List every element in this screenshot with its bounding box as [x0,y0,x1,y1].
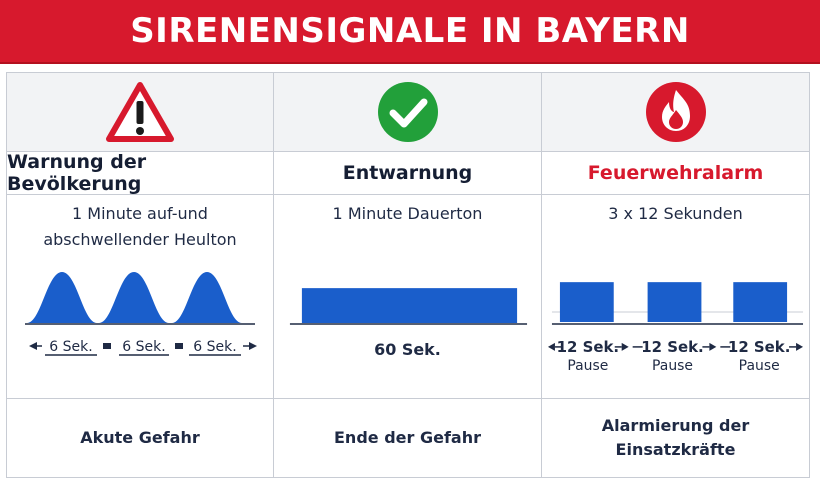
wave-hump [27,272,97,323]
column-fire-alarm: Feuerwehralarm 3 x 12 Sekunden 12 Sek. 1… [541,73,809,477]
icon-cell [7,73,273,151]
tone-block [559,282,614,323]
pause-label: Pause [739,358,780,374]
signal-table: Warnung der Bevölkerung 1 Minute auf-und… [6,72,810,478]
page-title: SIRENENSIGNALE IN BAYERN [130,11,690,51]
meaning-cell: Ende der Gefahr [274,398,541,477]
wave-hump [172,272,242,323]
continuous-tone-bar [301,288,518,323]
column-title-cell: Feuerwehralarm [542,151,809,195]
description-line: abschwellender Heulton [43,230,237,249]
signal-meaning: Ende der Gefahr [334,428,481,447]
segment-label: 12 Sek. [728,338,791,356]
segment-label: 12 Sek. [557,338,620,356]
duration-label: 60 Sek. [374,340,441,359]
tone-block [733,282,788,323]
signal-meaning: Einsatzkräfte [615,440,736,459]
signal-description: 1 Minute Dauerton [274,201,541,227]
wave-signal-diagram: 6 Sek. 6 Sek. 6 Sek. [25,272,257,356]
title-banner: SIRENENSIGNALE IN BAYERN [0,0,820,64]
signal-description: 3 x 12 Sekunden [542,201,809,227]
column-title-cell: Warnung der Bevölkerung [7,151,273,195]
column-all-clear: Entwarnung 1 Minute Dauerton 60 Sek. End… [273,73,541,477]
fire-icon [645,82,706,142]
column-warning: Warnung der Bevölkerung 1 Minute auf-und… [7,73,273,477]
interval-tone-diagram: 12 Sek. 12 Sek. 12 Sek. Pause Pause Paus… [547,282,804,374]
wave-hump [99,272,169,323]
description-line: 1 Minute auf-und [72,204,208,223]
warning-triangle-icon [106,82,174,142]
tone-block [647,282,702,323]
column-title: Entwarnung [342,162,473,184]
segment-label: 12 Sek. [641,338,704,356]
signal-meaning: Akute Gefahr [80,428,200,447]
description-line: 1 Minute Dauerton [332,204,483,223]
column-title-cell: Entwarnung [274,151,541,195]
pause-label: Pause [652,358,693,374]
meaning-cell: Akute Gefahr [7,398,273,477]
pause-label: Pause [567,358,608,374]
icon-cell [274,73,541,151]
meaning-cell: Alarmierung der Einsatzkräfte [542,398,809,477]
segment-label: 6 Sek. [122,339,165,355]
column-title: Feuerwehralarm [587,162,764,184]
continuous-tone-diagram: 60 Sek. [289,288,528,359]
signal-meaning: Alarmierung der [601,416,750,435]
segment-label: 6 Sek. [49,339,92,355]
segment-label: 6 Sek. [193,339,236,355]
signal-description: 1 Minute auf-und abschwellender Heulton [7,201,273,253]
icon-cell [542,73,809,151]
description-line: 3 x 12 Sekunden [608,204,743,223]
column-title: Warnung der Bevölkerung [7,151,147,195]
check-circle-icon [377,82,438,142]
